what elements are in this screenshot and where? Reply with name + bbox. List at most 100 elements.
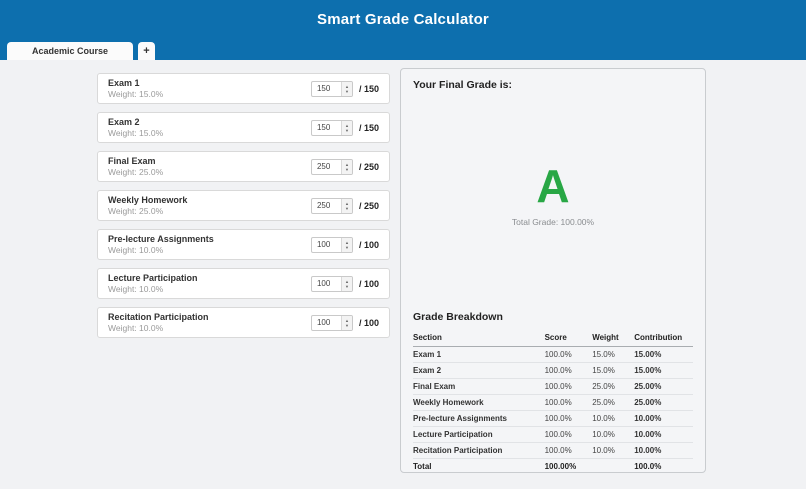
cell-weight: 25.0%	[592, 394, 635, 411]
assignment-name: Pre-lecture Assignments	[108, 234, 214, 244]
assignment-card-final-exam: Final Exam Weight: 25.0% ▲ ▼ / 250	[97, 151, 390, 182]
score-input-box: ▲ ▼	[310, 236, 353, 253]
cell-weight: 15.0%	[592, 362, 635, 379]
stepper-up-icon[interactable]: ▲	[344, 122, 349, 128]
plus-icon: +	[143, 45, 150, 57]
assignment-info: Pre-lecture Assignments Weight: 10.0%	[108, 234, 214, 255]
cell-section: Exam 2	[413, 362, 545, 379]
cell-section: Pre-lecture Assignments	[413, 410, 545, 427]
tab-academic-course[interactable]: Academic Course	[7, 42, 133, 60]
score-input[interactable]	[311, 315, 341, 330]
cell-contribution: 25.00%	[634, 378, 693, 395]
score-controls: ▲ ▼ / 100	[310, 236, 379, 253]
score-controls: ▲ ▼ / 150	[310, 119, 379, 136]
assignment-weight: Weight: 15.0%	[108, 89, 164, 99]
stepper-up-icon[interactable]: ▲	[344, 200, 349, 206]
max-points-label: / 150	[358, 83, 379, 94]
cell-score: 100.0%	[544, 378, 593, 395]
score-stepper[interactable]: ▲ ▼	[340, 159, 352, 174]
column-header-score: Score	[544, 329, 593, 347]
stepper-down-icon[interactable]: ▼	[344, 166, 349, 172]
total-grade-label: Total Grade: 100.00%	[511, 217, 595, 227]
column-header-section: Section	[413, 329, 545, 347]
stepper-down-icon[interactable]: ▼	[344, 322, 349, 328]
stepper-down-icon[interactable]: ▼	[344, 244, 349, 250]
stepper-up-icon[interactable]: ▲	[344, 239, 349, 245]
assignment-info: Recitation Participation Weight: 10.0%	[108, 312, 209, 333]
assignment-card-lecture-participation: Lecture Participation Weight: 10.0% ▲ ▼ …	[97, 268, 390, 299]
tab-bar: Academic Course +	[0, 38, 806, 60]
cell-contribution: 15.00%	[634, 362, 693, 379]
cell-score: 100.0%	[544, 346, 593, 363]
score-input[interactable]	[311, 159, 341, 174]
score-stepper[interactable]: ▲ ▼	[340, 198, 352, 213]
stepper-down-icon[interactable]: ▼	[344, 205, 349, 211]
assignment-name: Recitation Participation	[108, 312, 209, 322]
breakdown-row: Recitation Participation 100.0% 10.0% 10…	[413, 442, 693, 459]
score-stepper[interactable]: ▲ ▼	[340, 276, 352, 291]
app-header: Smart Grade Calculator	[0, 0, 806, 38]
score-input-box: ▲ ▼	[310, 314, 353, 331]
assignment-card-recitation-participation: Recitation Participation Weight: 10.0% ▲…	[97, 307, 390, 338]
breakdown-header-row: Section Score Weight Contribution	[413, 329, 693, 347]
final-grade-letter: A	[536, 160, 570, 212]
stepper-down-icon[interactable]: ▼	[344, 283, 349, 289]
score-stepper[interactable]: ▲ ▼	[340, 120, 352, 135]
assignment-card-exam-2: Exam 2 Weight: 15.0% ▲ ▼ / 150	[97, 112, 390, 143]
score-controls: ▲ ▼ / 100	[310, 275, 379, 292]
cell-weight: 10.0%	[592, 442, 635, 459]
cell-contribution: 10.00%	[634, 410, 693, 427]
score-controls: ▲ ▼ / 100	[310, 314, 379, 331]
column-header-weight: Weight	[592, 329, 635, 347]
cell-score: 100.0%	[544, 426, 593, 443]
cell-section: Lecture Participation	[413, 426, 545, 443]
cell-contribution: 10.00%	[634, 426, 693, 443]
breakdown-row: Final Exam 100.0% 25.0% 25.00%	[413, 378, 693, 395]
score-stepper[interactable]: ▲ ▼	[340, 81, 352, 96]
assignment-info: Exam 1 Weight: 15.0%	[108, 78, 163, 99]
assignment-card-pre-lecture: Pre-lecture Assignments Weight: 10.0% ▲ …	[97, 229, 390, 260]
stepper-up-icon[interactable]: ▲	[344, 83, 349, 89]
score-input[interactable]	[311, 276, 341, 291]
stepper-up-icon[interactable]: ▲	[344, 317, 349, 323]
assignment-name: Exam 1	[108, 78, 140, 88]
assignment-info: Final Exam Weight: 25.0%	[108, 156, 163, 177]
breakdown-row: Pre-lecture Assignments 100.0% 10.0% 10.…	[413, 410, 693, 427]
score-input-box: ▲ ▼	[310, 158, 353, 175]
cell-section: Exam 1	[413, 346, 545, 363]
cell-total-score: 100.00%	[544, 458, 593, 472]
stepper-down-icon[interactable]: ▼	[344, 88, 349, 94]
cell-contribution: 15.00%	[634, 346, 693, 363]
score-input[interactable]	[311, 198, 341, 213]
stepper-down-icon[interactable]: ▼	[344, 127, 349, 133]
grade-display: A Total Grade: 100.00%	[413, 163, 693, 227]
stepper-up-icon[interactable]: ▲	[344, 278, 349, 284]
score-input-box: ▲ ▼	[310, 119, 353, 136]
page-title: Smart Grade Calculator	[317, 10, 489, 28]
assignment-weight: Weight: 10.0%	[108, 245, 164, 255]
assignment-name: Lecture Participation	[108, 273, 198, 283]
cell-weight: 10.0%	[592, 410, 635, 427]
assignment-name: Final Exam	[108, 156, 156, 166]
result-panel: Your Final Grade is: A Total Grade: 100.…	[400, 68, 706, 473]
breakdown-row: Weekly Homework 100.0% 25.0% 25.00%	[413, 394, 693, 411]
score-input-box: ▲ ▼	[310, 275, 353, 292]
score-stepper[interactable]: ▲ ▼	[340, 315, 352, 330]
max-points-label: / 100	[358, 239, 379, 250]
cell-section: Final Exam	[413, 378, 545, 395]
breakdown-table: Section Score Weight Contribution Exam 1…	[413, 329, 693, 472]
score-input[interactable]	[311, 237, 341, 252]
cell-score: 100.0%	[544, 442, 593, 459]
score-stepper[interactable]: ▲ ▼	[340, 237, 352, 252]
score-controls: ▲ ▼ / 150	[310, 80, 379, 97]
cell-score: 100.0%	[544, 394, 593, 411]
max-points-label: / 250	[358, 200, 379, 211]
score-input[interactable]	[311, 120, 341, 135]
cell-score: 100.0%	[544, 410, 593, 427]
score-input[interactable]	[311, 81, 341, 96]
add-tab-button[interactable]: +	[138, 42, 155, 60]
cell-score: 100.0%	[544, 362, 593, 379]
stepper-up-icon[interactable]: ▲	[344, 161, 349, 167]
max-points-label: / 150	[358, 122, 379, 133]
cell-total-contribution: 100.0%	[634, 458, 693, 472]
